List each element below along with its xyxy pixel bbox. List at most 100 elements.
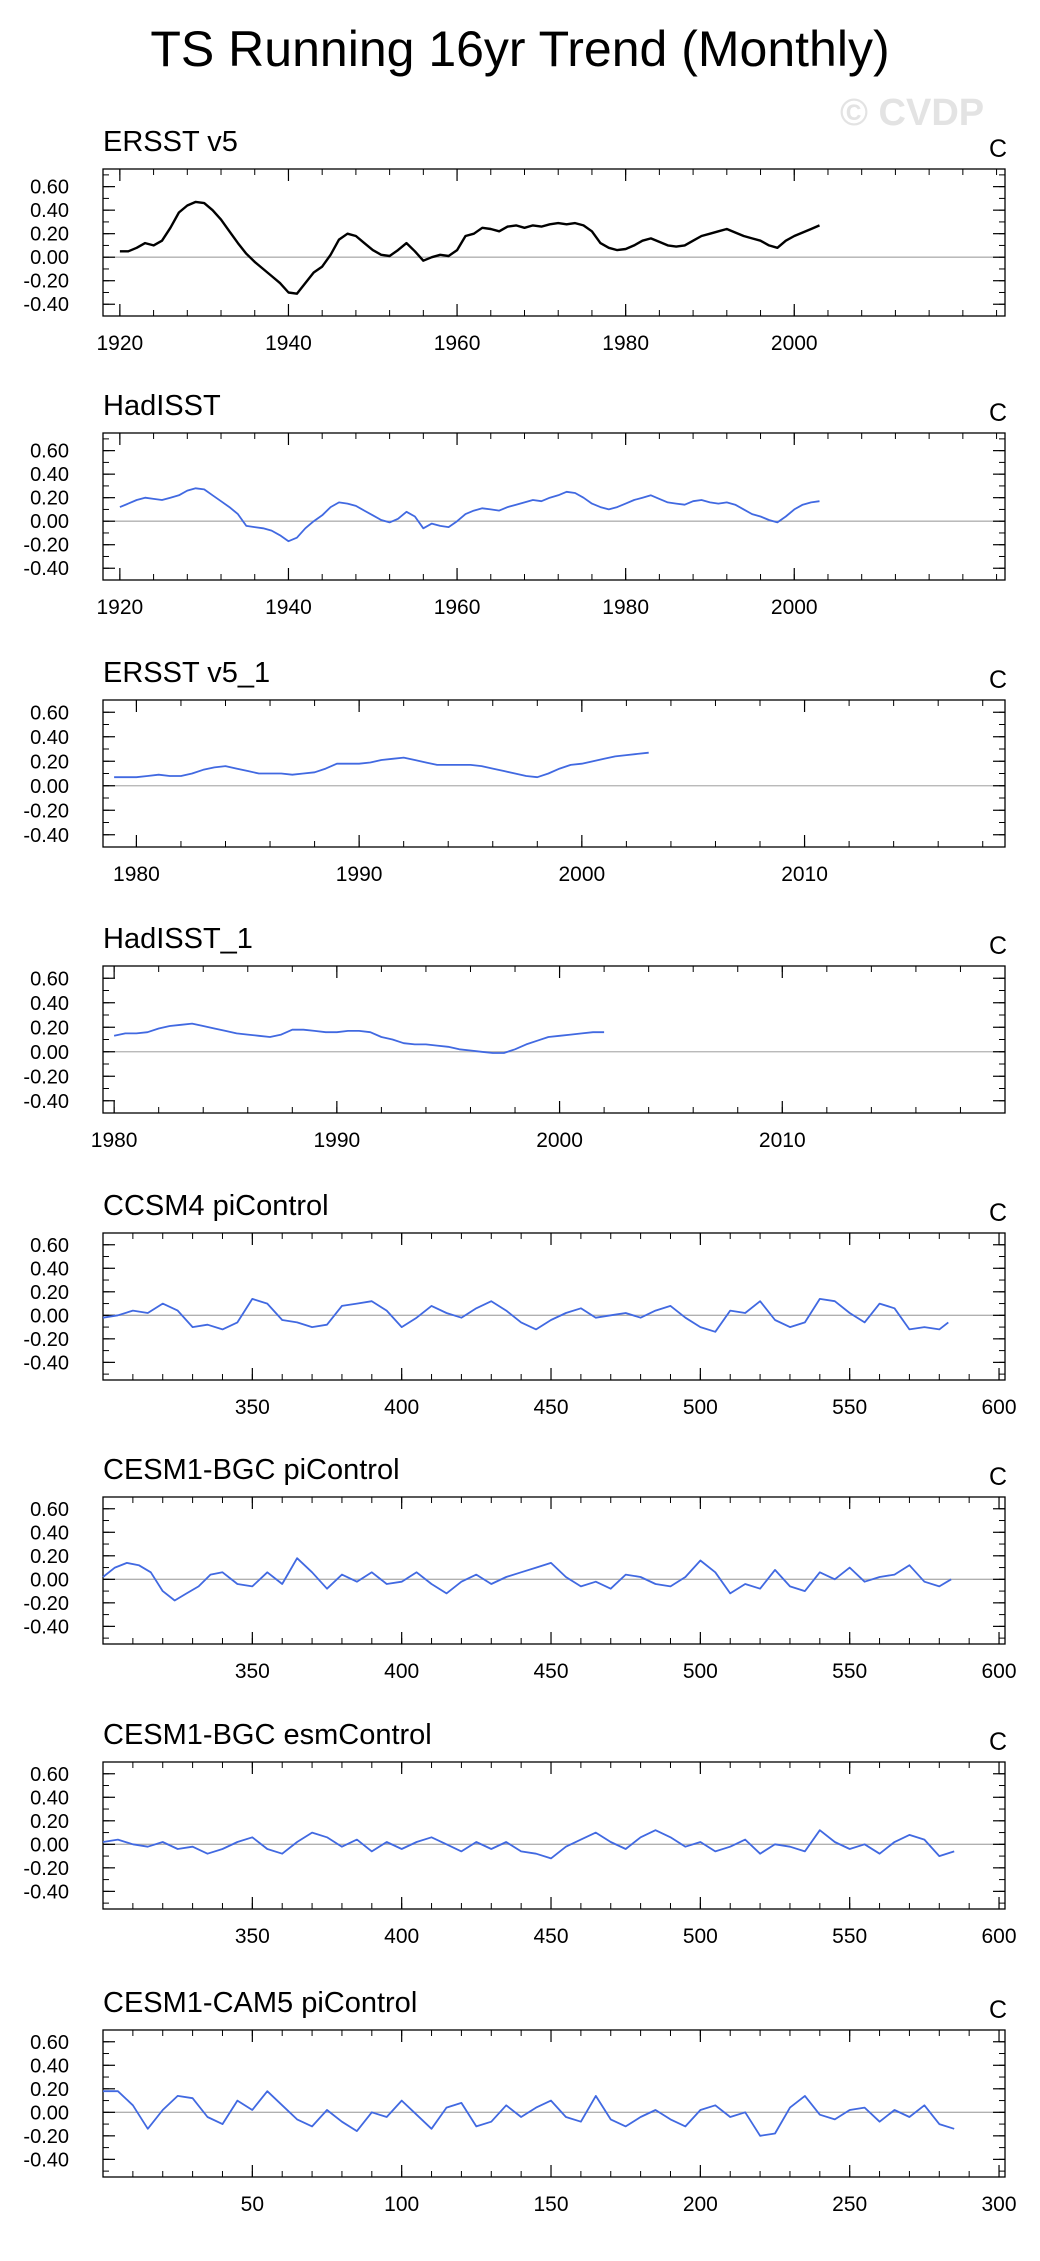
y-tick-label: 0.60 (30, 968, 69, 990)
y-tick-label: -0.40 (23, 1881, 69, 1903)
y-tick-label: -0.40 (23, 2149, 69, 2171)
y-tick-label: -0.40 (23, 825, 69, 847)
chart-panel: CESM1-BGC piControl C 350 400 450 500 550 600 -0… (23, 1454, 1016, 1683)
x-tick-label: 2000 (536, 1129, 583, 1152)
y-tick-label: 0.60 (30, 177, 69, 199)
panel-title: ERSST v5 (103, 126, 238, 158)
x-tick-label: 1940 (265, 332, 312, 355)
y-tick-label: 0.20 (30, 224, 69, 246)
x-tick-label: 250 (832, 2193, 867, 2216)
y-tick-label: 0.20 (30, 2079, 69, 2101)
y-tick-label: 0.40 (30, 464, 69, 486)
y-tick-label: 0.40 (30, 727, 69, 749)
x-tick-label: 2000 (558, 863, 605, 886)
x-tick-label: 50 (241, 2193, 264, 2216)
x-tick-label: 600 (982, 1396, 1017, 1419)
x-tick-label: 1990 (313, 1129, 360, 1152)
y-tick-label: 0.60 (30, 1235, 69, 1257)
y-tick-label: 0.20 (30, 488, 69, 510)
x-tick-label: 1920 (97, 332, 144, 355)
y-tick-label: 0.60 (30, 1764, 69, 1786)
chart-panel: HadISST_1 C 1980 1990 2000 2010 -0.40 -0.200.00… (23, 923, 1007, 1152)
y-tick-label: 0.60 (30, 441, 69, 463)
y-tick-label: -0.40 (23, 1616, 69, 1638)
x-tick-label: 450 (533, 1396, 568, 1419)
x-tick-label: 1980 (113, 863, 160, 886)
panel-units: C (989, 1996, 1007, 2024)
y-tick-label: 0.60 (30, 2032, 69, 2054)
x-tick-label: 2000 (771, 596, 818, 619)
x-tick-label: 100 (384, 2193, 419, 2216)
x-tick-label: 1960 (434, 596, 481, 619)
series-line (102, 1298, 949, 1333)
series-line (102, 1829, 955, 1860)
y-tick-label: -0.20 (23, 1858, 69, 1880)
panel-frame (102, 2029, 1006, 2178)
x-tick-label: 500 (683, 1396, 718, 1419)
y-tick-label: -0.20 (23, 271, 69, 293)
panel-units: C (989, 135, 1007, 163)
chart-panel: CESM1-CAM5 piControl C 50 100 150 200 250 300 -0… (23, 1987, 1016, 2216)
x-tick-label: 300 (982, 2193, 1017, 2216)
series-line (114, 751, 649, 779)
series-line (119, 200, 820, 295)
panel-title: CESM1-BGC esmControl (103, 1719, 432, 1751)
x-tick-label: 550 (832, 1660, 867, 1683)
x-tick-label: 1990 (336, 863, 383, 886)
x-tick-label: 1920 (97, 596, 144, 619)
y-tick-label: 0.40 (30, 1787, 69, 1809)
x-tick-label: 350 (235, 1925, 270, 1948)
panel-title: HadISST_1 (103, 923, 253, 955)
panel-frame (102, 1496, 1006, 1645)
y-tick-label: 0.00 (30, 511, 69, 533)
y-tick-label: -0.40 (23, 1091, 69, 1113)
panel-frame (102, 699, 1006, 848)
panel-frame (102, 1761, 1006, 1910)
x-tick-label: 400 (384, 1396, 419, 1419)
x-tick-label: 1980 (91, 1129, 138, 1152)
y-tick-label: 0.00 (30, 247, 69, 269)
figure-title: TS Running 16yr Trend (Monthly) (150, 21, 890, 77)
y-tick-label: 0.00 (30, 1834, 69, 1856)
y-tick-label: 0.40 (30, 1522, 69, 1544)
panel-frame (102, 168, 1006, 317)
x-tick-label: 400 (384, 1925, 419, 1948)
series-line (102, 1557, 952, 1602)
y-tick-label: 0.20 (30, 1282, 69, 1304)
panel-units: C (989, 666, 1007, 694)
x-tick-label: 1940 (265, 596, 312, 619)
y-tick-label: -0.20 (23, 1593, 69, 1615)
chart-panel: CESM1-BGC esmControl C 350 400 450 500 550 600 -… (23, 1719, 1016, 1948)
x-tick-label: 600 (982, 1925, 1017, 1948)
x-tick-label: 500 (683, 1925, 718, 1948)
x-tick-label: 500 (683, 1660, 718, 1683)
chart-panel: ERSST v5_1 C 1980 1990 2000 2010 -0.40 -0.200.0… (23, 657, 1007, 886)
y-tick-label: -0.20 (23, 1066, 69, 1088)
y-tick-label: 0.00 (30, 2102, 69, 2124)
panel-title: ERSST v5_1 (103, 657, 270, 689)
x-tick-label: 150 (533, 2193, 568, 2216)
x-tick-label: 600 (982, 1660, 1017, 1683)
y-tick-label: 0.00 (30, 1305, 69, 1327)
y-tick-label: -0.40 (23, 294, 69, 316)
x-tick-label: 2010 (759, 1129, 806, 1152)
y-tick-label: 0.20 (30, 1546, 69, 1568)
y-tick-label: 0.00 (30, 1569, 69, 1591)
y-tick-label: -0.20 (23, 1329, 69, 1351)
y-tick-label: -0.20 (23, 800, 69, 822)
panel-title: CESM1-BGC piControl (103, 1454, 400, 1486)
series-line (113, 1022, 605, 1054)
y-tick-label: 0.60 (30, 1499, 69, 1521)
x-tick-label: 200 (683, 2193, 718, 2216)
panel-units: C (989, 399, 1007, 427)
panel-units: C (989, 1199, 1007, 1227)
panel-frame (102, 432, 1006, 581)
panel-frame (102, 1232, 1006, 1381)
panel-frame (102, 965, 1006, 1114)
x-tick-label: 450 (533, 1660, 568, 1683)
x-tick-label: 2000 (771, 332, 818, 355)
y-tick-label: 0.40 (30, 2055, 69, 2077)
y-tick-label: -0.40 (23, 1352, 69, 1374)
